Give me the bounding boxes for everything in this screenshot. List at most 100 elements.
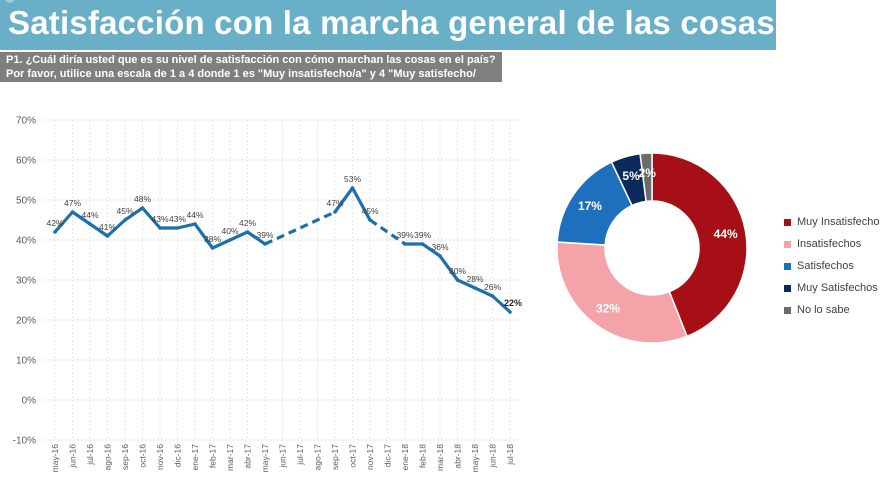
- donut-slice-muy-insatisfechos: [651, 152, 748, 338]
- page-title: Satisfacción con la marcha general de la…: [8, 4, 775, 41]
- data-point: [333, 210, 337, 214]
- x-tick-label: oct-16: [138, 444, 148, 468]
- x-tick-label: abr-17: [243, 444, 253, 469]
- x-tick-label: feb-18: [418, 444, 428, 468]
- data-label: 30%: [449, 266, 466, 276]
- data-label: 26%: [484, 282, 501, 292]
- data-point: [123, 218, 127, 222]
- x-tick-label: mar-17: [225, 444, 235, 471]
- x-tick-label: may-17: [260, 444, 270, 473]
- x-tick-label: sep-17: [330, 444, 340, 470]
- data-point: [245, 230, 250, 234]
- x-tick-label: jun-16: [68, 444, 78, 469]
- x-tick-label: oct-17: [348, 444, 358, 468]
- data-point: [490, 294, 495, 298]
- question-line-1: P1. ¿Cuál diría usted que es su nivel de…: [6, 54, 496, 66]
- data-label: 45%: [116, 206, 133, 216]
- y-tick-label: 10%: [16, 356, 36, 367]
- legend-swatch: [784, 306, 791, 314]
- data-point: [403, 242, 407, 246]
- data-point: [193, 222, 197, 226]
- legend-swatch: [784, 218, 791, 226]
- data-point: [70, 210, 75, 214]
- donut-slice-muy-satisfechos: [610, 152, 647, 207]
- data-label: 47%: [64, 198, 81, 208]
- data-point: [263, 242, 267, 246]
- x-tick-label: nov-17: [365, 444, 375, 470]
- data-label: 40%: [221, 226, 238, 236]
- x-tick-label: ene-18: [400, 444, 410, 471]
- data-label: 44%: [186, 210, 203, 220]
- donut-data-label: 44%: [714, 227, 738, 241]
- data-label: 42%: [46, 218, 63, 228]
- data-label: 45%: [361, 206, 378, 216]
- data-point: [508, 310, 512, 314]
- x-tick-label: mar-18: [435, 444, 445, 471]
- donut-slice-satisfechos: [556, 161, 633, 246]
- data-label: 53%: [344, 174, 361, 184]
- x-tick-label: dic-16: [173, 444, 183, 467]
- data-label: 39%: [414, 230, 431, 240]
- donut-data-label: 5%: [622, 169, 640, 183]
- legend-swatch: [784, 240, 791, 248]
- data-label: 43%: [151, 214, 168, 224]
- legend-label: Satisfechos: [797, 260, 854, 272]
- legend-label: No lo sabe: [797, 304, 850, 316]
- y-tick-label: 60%: [16, 156, 36, 167]
- legend-item-no-lo-sabe: No lo sabe: [784, 299, 880, 321]
- series-line-dashed: [369, 218, 406, 246]
- data-point: [53, 230, 57, 234]
- y-tick-label: 0%: [22, 396, 37, 407]
- x-tick-label: may-18: [470, 444, 480, 473]
- donut-legend: Muy Insatisfechos Insatisfechos Satisfec…: [784, 211, 880, 321]
- donut-data-label: 2%: [639, 166, 657, 180]
- data-point: [420, 242, 425, 246]
- data-label: 38%: [204, 234, 221, 244]
- x-tick-label: dic-17: [383, 444, 393, 467]
- x-tick-label: feb-17: [208, 444, 218, 468]
- x-tick-label: nov-16: [155, 444, 165, 470]
- data-label: 39%: [396, 230, 413, 240]
- data-point: [88, 222, 92, 226]
- legend-item-muy-satisfechos: Muy Satisfechos: [784, 277, 880, 299]
- legend-swatch: [784, 262, 791, 270]
- x-tick-label: ago-16: [103, 444, 113, 471]
- legend-swatch: [784, 284, 791, 292]
- x-tick-label: ene-17: [190, 444, 200, 471]
- x-tick-label: jul-16: [85, 444, 95, 466]
- x-tick-label: abr-18: [453, 444, 463, 469]
- data-label: 28%: [466, 274, 483, 284]
- line-chart: -10% 0% 10% 20% 30% 40% 50% 60% 70% may-16 jun-16 j…: [13, 116, 522, 473]
- donut-data-label: 32%: [596, 302, 620, 316]
- data-point: [473, 286, 477, 290]
- data-label: 48%: [134, 194, 151, 204]
- data-point: [140, 206, 145, 210]
- y-tick-label: -10%: [13, 436, 36, 447]
- legend-label: Insatisfechos: [797, 238, 862, 250]
- x-tick-label: jun-17: [278, 444, 288, 469]
- legend-label: Muy Satisfechos: [797, 282, 878, 294]
- data-point: [210, 246, 215, 250]
- question-box: P1. ¿Cuál diría usted que es su nivel de…: [0, 52, 502, 82]
- donut-slice-no-lo-sabe: [639, 152, 653, 203]
- data-point: [228, 238, 232, 242]
- x-tick-label: may-16: [50, 444, 60, 473]
- data-label: 44%: [81, 210, 98, 220]
- corner-logo-icon: [5, 0, 15, 3]
- question-line-2: Por favor, utilice una escala de 1 a 4 d…: [6, 68, 476, 80]
- data-point: [158, 226, 162, 230]
- data-point: [105, 234, 110, 238]
- x-tick-label: ago-17: [313, 444, 323, 471]
- data-label: 43%: [169, 214, 186, 224]
- data-label: 39%: [256, 230, 273, 240]
- x-tick-label: jul-18: [505, 444, 515, 466]
- x-tick-label: jun-18: [488, 444, 498, 469]
- y-tick-label: 50%: [16, 196, 36, 207]
- y-tick-label: 20%: [16, 316, 36, 327]
- y-tick-label: 30%: [16, 276, 36, 287]
- data-label: 22%: [504, 298, 522, 308]
- y-tick-label: 40%: [16, 236, 36, 247]
- y-tick-label: 70%: [16, 116, 36, 127]
- legend-item-insatisfechos: Insatisfechos: [784, 233, 880, 255]
- x-tick-label: sep-16: [120, 444, 130, 470]
